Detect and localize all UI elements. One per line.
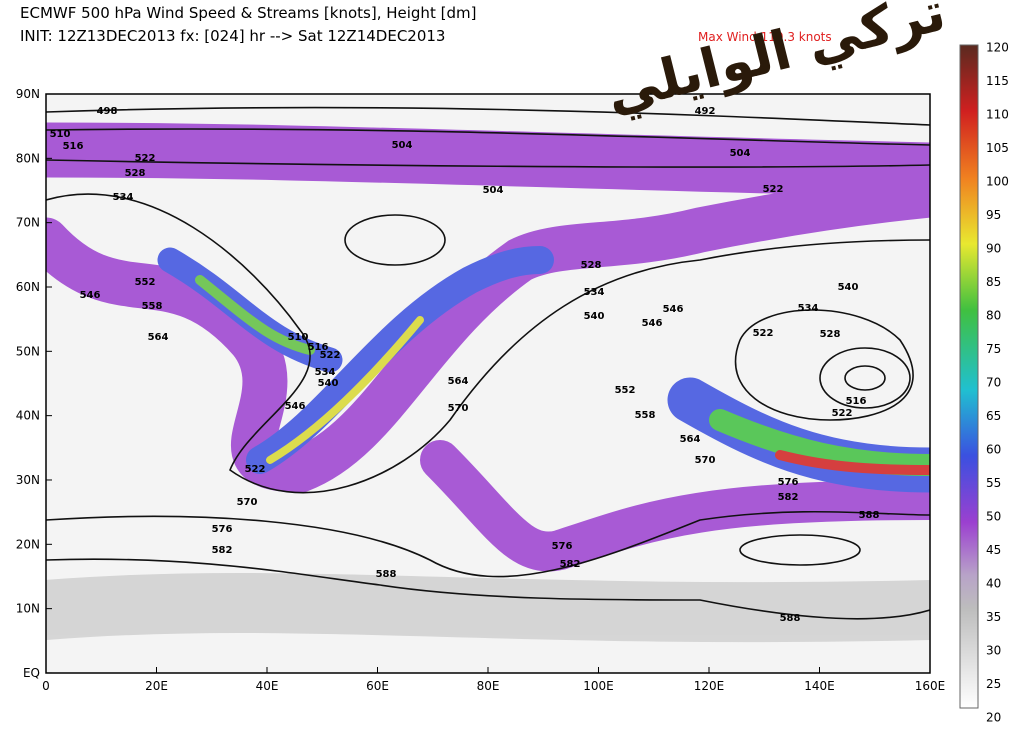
contour-label: 582 (778, 492, 799, 503)
contour-label: 516 (63, 141, 84, 152)
lat-label: 40N (16, 409, 40, 423)
colorbar-label: 95 (986, 208, 1001, 222)
contour-label: 534 (584, 287, 605, 298)
contour-label: 522 (832, 408, 853, 419)
contour-label: 504 (730, 148, 751, 159)
contour-label: 504 (483, 185, 504, 196)
colorbar-label: 60 (986, 443, 1001, 457)
contour-label: 558 (142, 301, 163, 312)
title: ECMWF 500 hPa Wind Speed & Streams [knot… (20, 4, 476, 22)
contour-label: 528 (581, 260, 602, 271)
lat-label: EQ (23, 666, 40, 680)
init-line: INIT: 12Z13DEC2013 fx: [024] hr --> Sat … (20, 27, 445, 45)
lon-label: 20E (145, 679, 168, 693)
contour-label: 516 (308, 342, 329, 353)
colorbar-label: 65 (986, 409, 1001, 423)
contour-label: 504 (392, 140, 413, 151)
lon-label: 60E (366, 679, 389, 693)
colorbar-label: 85 (986, 275, 1001, 289)
contour-label: 546 (663, 304, 684, 315)
contour-label: 552 (615, 385, 636, 396)
lat-label: 50N (16, 344, 40, 358)
max-wind: Max Wind 110.3 knots (698, 30, 832, 44)
colorbar-label: 20 (986, 711, 1001, 725)
contour-label: 516 (846, 396, 867, 407)
contour-label: 570 (237, 497, 258, 508)
contour-label: 498 (97, 106, 118, 117)
lon-label: 40E (256, 679, 279, 693)
lon-label: 160E (915, 679, 946, 693)
lon-label: 100E (583, 679, 614, 693)
contour-label: 528 (820, 329, 841, 340)
contour-label: 492 (695, 106, 716, 117)
contour-label: 558 (635, 410, 656, 421)
lon-label: 140E (804, 679, 835, 693)
lat-label: 10N (16, 602, 40, 616)
colorbar-label: 110 (986, 108, 1009, 122)
contour-label: 510 (288, 332, 309, 343)
colorbar-label: 40 (986, 577, 1001, 591)
lon-label: 80E (477, 679, 500, 693)
contour-label: 588 (859, 510, 880, 521)
contour-label: 570 (448, 403, 469, 414)
contour-label: 588 (780, 613, 801, 624)
colorbar-label: 30 (986, 644, 1001, 658)
colorbar-label: 75 (986, 342, 1001, 356)
contour-label: 588 (376, 569, 397, 580)
colorbar-label: 35 (986, 610, 1001, 624)
contour-label: 576 (552, 541, 573, 552)
contour-label: 540 (318, 378, 339, 389)
colorbar-label: 120 (986, 41, 1009, 55)
contour-label: 510 (50, 129, 71, 140)
lat-label: 30N (16, 473, 40, 487)
contour-label: 522 (320, 350, 341, 361)
contour-label: 564 (448, 376, 469, 387)
lat-label: 60N (16, 280, 40, 294)
contour-label: 552 (135, 277, 156, 288)
contour-label: 522 (135, 153, 156, 164)
contour-label: 582 (560, 559, 581, 570)
contour-label: 522 (245, 464, 266, 475)
lon-label: 120E (694, 679, 725, 693)
colorbar-label: 70 (986, 376, 1001, 390)
contour-label: 540 (838, 282, 859, 293)
colorbar-label: 25 (986, 677, 1001, 691)
contour-label: 546 (285, 401, 306, 412)
contour-label: 576 (212, 524, 233, 535)
colorbar (959, 44, 979, 709)
colorbar-label: 50 (986, 510, 1001, 524)
colorbar-label: 80 (986, 309, 1001, 323)
lat-label: 90N (16, 87, 40, 101)
lat-label: 70N (16, 216, 40, 230)
contour-label: 540 (584, 311, 605, 322)
lat-label: 80N (16, 151, 40, 165)
lat-label: 20N (16, 537, 40, 551)
contour-label: 576 (778, 477, 799, 488)
colorbar-label: 105 (986, 141, 1009, 155)
contour-label: 534 (798, 303, 819, 314)
contour-label: 546 (642, 318, 663, 329)
colorbar-label: 115 (986, 74, 1009, 88)
contour-label: 534 (113, 192, 134, 203)
contour-label: 522 (763, 184, 784, 195)
contour-label: 564 (148, 332, 169, 343)
colorbar-label: 90 (986, 242, 1001, 256)
contour-label: 522 (753, 328, 774, 339)
contour-label: 570 (695, 455, 716, 466)
contour-label: 528 (125, 168, 146, 179)
contour-label: 582 (212, 545, 233, 556)
lon-label: 0 (42, 679, 50, 693)
colorbar-label: 100 (986, 175, 1009, 189)
colorbar-label: 55 (986, 476, 1001, 490)
contour-label: 546 (80, 290, 101, 301)
colorbar-label: 45 (986, 543, 1001, 557)
map-field (46, 94, 930, 673)
contour-label: 564 (680, 434, 701, 445)
contour-label: 534 (315, 367, 336, 378)
